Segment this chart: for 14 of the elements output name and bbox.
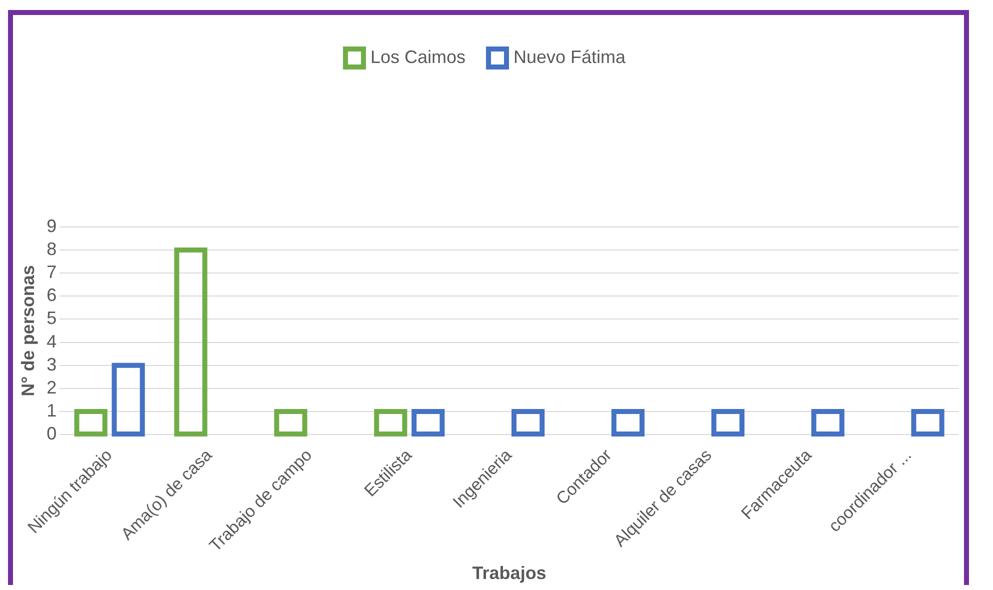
y-tick-label: 2 [46,377,57,398]
legend-label: Nuevo Fátima [513,46,627,67]
y-tick-label: 3 [46,354,57,374]
y-tick-label: 0 [46,424,57,444]
legend-label: Los Caimos [370,46,466,67]
y-axis-title: N° de personas [18,265,38,396]
y-tick-label: 6 [46,285,57,306]
y-tick-label: 7 [46,262,57,282]
y-tick-label: 9 [46,216,57,236]
y-tick-label: 4 [46,331,57,352]
x-axis-title: Trabajos [472,563,546,584]
y-tick-label: 1 [46,400,57,420]
y-tick-label: 8 [46,239,57,260]
y-tick-label: 5 [46,308,57,328]
